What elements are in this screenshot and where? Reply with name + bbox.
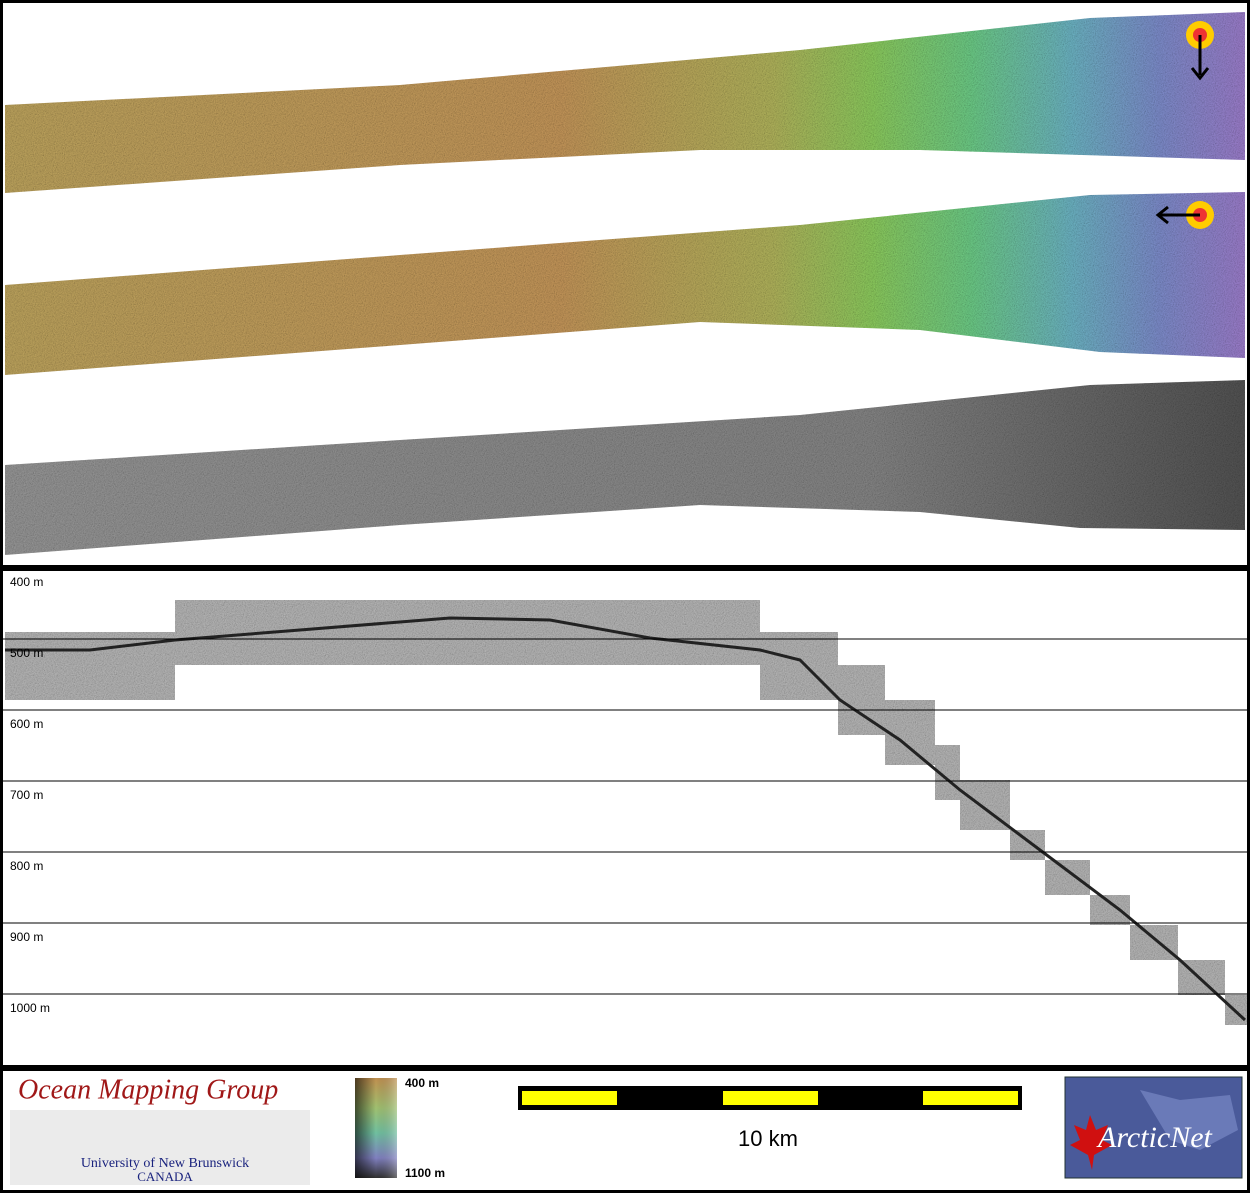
- colorbar-label: 1100 m: [405, 1166, 445, 1180]
- depth-label: 900 m: [10, 930, 43, 944]
- sun-icon: [1155, 201, 1214, 229]
- logo-title: Ocean Mapping Group: [18, 1074, 278, 1105]
- colorbar-shade: [355, 1078, 397, 1178]
- depth-label: 400 m: [10, 575, 43, 589]
- colorbar-label: 400 m: [405, 1076, 439, 1090]
- logo-university: University of New Brunswick: [81, 1156, 249, 1171]
- profile: [5, 600, 1247, 1025]
- maple-leaf: [1070, 1115, 1112, 1170]
- depth-label: 700 m: [10, 788, 43, 802]
- backscatter-strip: [5, 380, 1245, 555]
- depth-label: 800 m: [10, 859, 43, 873]
- depth-label: 500 m: [10, 646, 43, 660]
- seafloor: [5, 616, 1247, 1022]
- scale-label: 10 km: [738, 1126, 798, 1151]
- echogram: [5, 600, 1247, 1025]
- bathymetry-strip: [5, 12, 1245, 193]
- depth-label: 600 m: [10, 717, 43, 731]
- partner-name: ArcticNet: [1096, 1121, 1213, 1154]
- logo-image: [10, 1110, 310, 1185]
- scale-bar: [518, 1086, 1022, 1110]
- depth-label: 1000 m: [10, 1001, 50, 1015]
- sun-icon: [1186, 21, 1214, 81]
- logo-map: [1140, 1090, 1238, 1150]
- bathymetry-strip: [5, 192, 1245, 375]
- logo-country: CANADA: [137, 1169, 193, 1184]
